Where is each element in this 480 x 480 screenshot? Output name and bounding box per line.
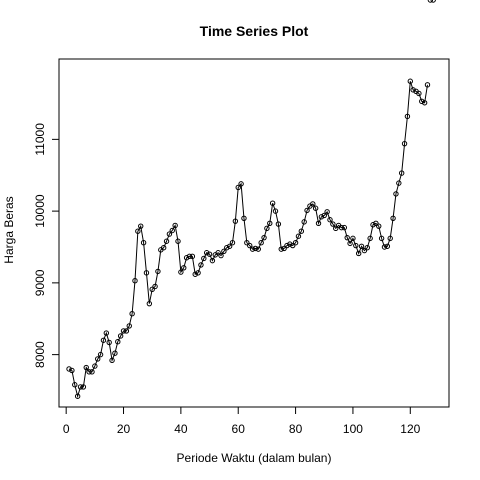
x-tick-label: 100 bbox=[343, 422, 363, 436]
y-tick-label: 8000 bbox=[33, 341, 47, 368]
y-tick-label: 9000 bbox=[33, 269, 47, 296]
plot-area bbox=[67, 0, 436, 398]
y-axis: 8000 9000 10000 11000 bbox=[33, 123, 59, 368]
x-axis-label: Periode Waktu (dalam bulan) bbox=[177, 451, 332, 465]
x-tick-label: 0 bbox=[63, 422, 70, 436]
chart-title: Time Series Plot bbox=[200, 23, 309, 39]
y-axis-label: Harga Beras bbox=[2, 196, 16, 263]
x-tick-label: 120 bbox=[400, 422, 420, 436]
y-tick-label: 10000 bbox=[33, 194, 47, 228]
data-point bbox=[431, 0, 435, 2]
x-tick-label: 80 bbox=[289, 422, 303, 436]
x-tick-label: 60 bbox=[232, 422, 246, 436]
x-axis: 0 20 40 60 80 100 120 bbox=[63, 407, 421, 436]
x-tick-label: 20 bbox=[117, 422, 131, 436]
y-tick-label: 11000 bbox=[33, 123, 47, 156]
x-tick-label: 40 bbox=[174, 422, 188, 436]
series-line bbox=[69, 81, 427, 396]
